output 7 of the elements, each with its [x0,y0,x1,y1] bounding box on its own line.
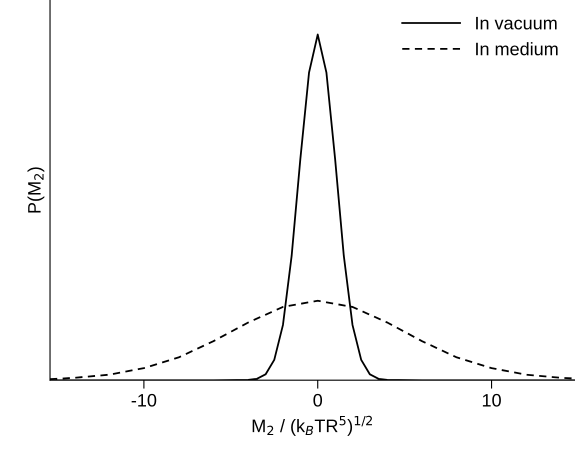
x-axis-title: M$_{2}$ / (k$_{B}$TR$^{5}$)$^{1/2}$ [252,416,372,436]
x-tick-label: 0 [313,394,322,407]
x-tick-label: -10 [132,394,156,407]
legend-label: In vacuum [476,16,557,30]
y-axis-title: P(M$_{2}$) [27,167,44,213]
legend-label: In medium [476,42,558,56]
x-tick-label: 10 [482,394,501,407]
